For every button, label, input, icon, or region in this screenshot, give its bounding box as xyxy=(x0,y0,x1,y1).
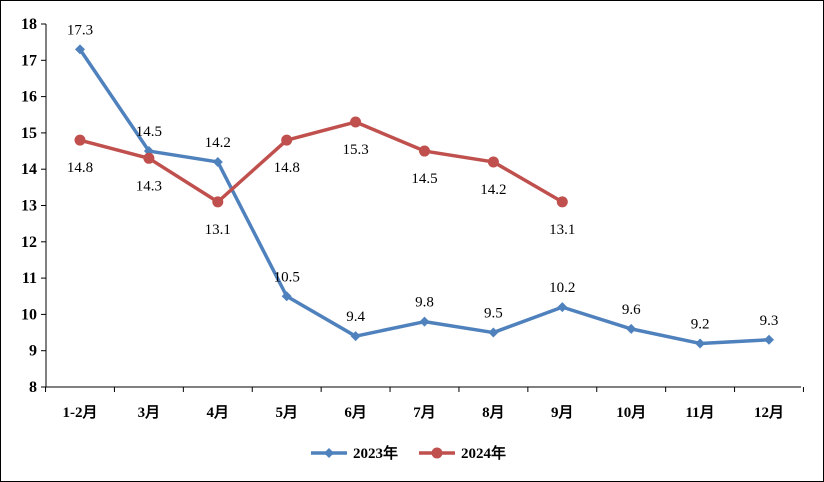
x-tick-label: 4月 xyxy=(207,404,230,421)
x-tick-label: 10月 xyxy=(616,404,646,421)
series-2-point xyxy=(419,145,430,157)
x-tick-label: 3月 xyxy=(138,404,161,421)
series-2-data-label: 13.1 xyxy=(549,222,575,238)
series-1-data-label: 9.3 xyxy=(760,313,779,329)
legend: 2023年 2024年 xyxy=(311,444,506,462)
series-2-point xyxy=(74,134,86,146)
series-1-data-label: 9.5 xyxy=(484,306,503,322)
series-1-data-label: 14.5 xyxy=(136,124,162,140)
series-1-data-label: 10.2 xyxy=(549,280,575,296)
x-tick-label: 7月 xyxy=(413,404,436,421)
legend-label: 2024年 xyxy=(461,444,506,462)
legend-circle-marker xyxy=(431,447,443,459)
series-1-point xyxy=(764,334,774,345)
y-tick-label: 15 xyxy=(21,125,37,142)
y-tick-label: 14 xyxy=(21,161,37,178)
series-2-data-label: 14.2 xyxy=(480,182,506,198)
series-1-point xyxy=(695,338,706,349)
x-tick-label: 5月 xyxy=(275,404,298,421)
x-tick-label: 12月 xyxy=(754,404,784,421)
series-2-point xyxy=(143,152,155,164)
y-tick-label: 11 xyxy=(22,270,37,287)
series-2-data-label: 14.8 xyxy=(67,160,93,176)
y-tick-label: 10 xyxy=(21,306,37,323)
series-2-point xyxy=(556,196,568,208)
y-tick-label: 12 xyxy=(21,234,37,251)
x-tick-label: 8月 xyxy=(482,404,505,421)
series-1-point xyxy=(350,331,361,342)
series-2-point xyxy=(212,196,224,208)
series-layer xyxy=(74,44,774,349)
series-1-point xyxy=(75,44,85,55)
series-2-data-label: 14.8 xyxy=(274,160,300,176)
series-1-data-label: 9.8 xyxy=(415,295,434,311)
series-1-data-label: 9.2 xyxy=(691,316,710,332)
series-2-data-label: 14.5 xyxy=(411,171,437,187)
y-tick-label: 17 xyxy=(21,52,37,69)
axes: 8 9 10 11 12 13 14 15 16 17 18 1-2月 3月 4月 5月 6月 7月 8月 9月 10… xyxy=(21,16,804,421)
series-1-data-label: 17.3 xyxy=(67,22,93,38)
series-2-point xyxy=(487,156,499,168)
legend-diamond-marker xyxy=(324,448,334,458)
series-1-data-label: 10.5 xyxy=(274,269,300,285)
series-2-data-label: 14.3 xyxy=(136,178,162,194)
y-tick-label: 8 xyxy=(29,379,37,396)
y-tick-label: 18 xyxy=(21,16,37,33)
y-tick-label: 13 xyxy=(21,198,37,215)
series-1-point xyxy=(281,291,292,302)
x-tick-label: 11月 xyxy=(686,404,715,421)
x-tick-label: 9月 xyxy=(551,404,574,421)
series-1-point xyxy=(626,323,637,334)
series-1-data-label: 14.2 xyxy=(205,135,231,151)
legend-item-1: 2023年 xyxy=(311,444,398,462)
series-1-point xyxy=(419,316,430,327)
series-1-point xyxy=(557,302,568,313)
y-tick-label: 16 xyxy=(21,89,37,106)
x-tick-label: 6月 xyxy=(344,404,367,421)
x-tick-label: 1-2月 xyxy=(63,404,98,421)
series-1-data-label: 9.6 xyxy=(622,302,641,318)
data-labels: 17.3 14.5 14.2 10.5 9.4 9.8 9.5 10.2 9.6 9.2 9.3 14… xyxy=(67,22,779,332)
series-1-point xyxy=(212,156,223,167)
series-2-data-label: 13.1 xyxy=(205,222,231,238)
series-2-point xyxy=(281,134,293,146)
y-tick-label: 9 xyxy=(29,343,37,360)
series-1-data-label: 9.4 xyxy=(346,309,365,325)
legend-item-2: 2024年 xyxy=(419,444,506,462)
series-line-2 xyxy=(78,120,565,204)
series-2-data-label: 15.3 xyxy=(342,142,368,158)
series-2-point xyxy=(350,116,362,128)
series-1-point xyxy=(488,327,499,338)
legend-label: 2023年 xyxy=(353,444,398,462)
